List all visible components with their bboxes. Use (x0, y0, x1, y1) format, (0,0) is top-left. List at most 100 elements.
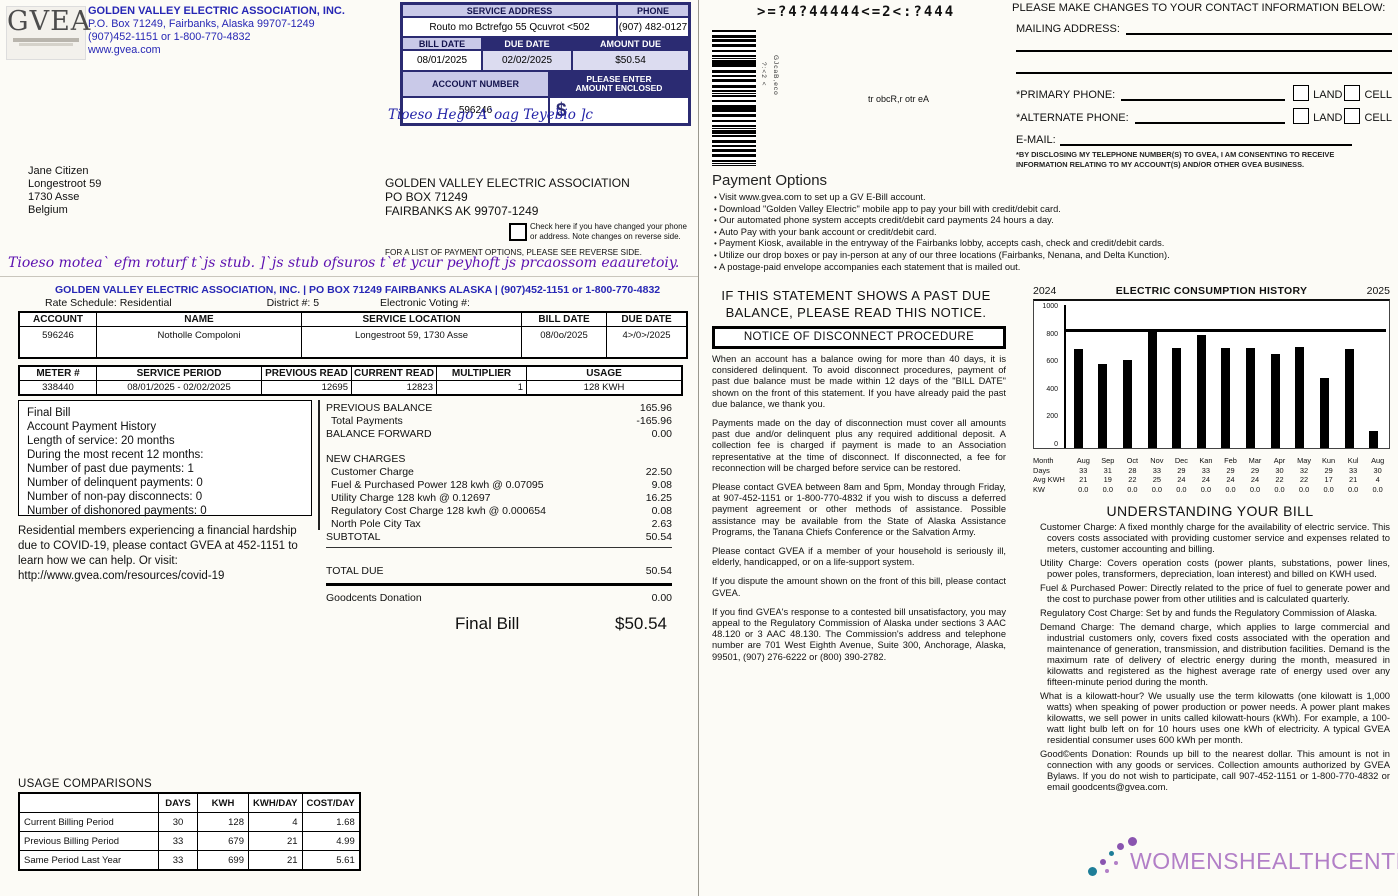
rate-schedule-line: Rate Schedule: Residential District #: 5… (45, 297, 470, 309)
alternate-phone-field[interactable] (1134, 109, 1286, 124)
chart-reference-line (1066, 329, 1386, 333)
logo-decoration (19, 43, 73, 46)
meter-reading-table: METER # SERVICE PERIOD PREVIOUS READ CUR… (18, 365, 683, 396)
usage-col-days: DAYS (158, 792, 198, 813)
month-table-row: Avg KWH 21 19 22 25 24 24 24 24 22 22 17 21 4 (1033, 475, 1390, 485)
total-due-row: TOTAL DUE 50.54 (326, 565, 672, 578)
alternate-phone-label: *ALTERNATE PHONE: (1016, 112, 1129, 124)
understanding-paragraph: Customer Charge: A fixed monthly charge … (1040, 521, 1390, 554)
address-change-note-line2: or address. Note changes on reverse side… (530, 231, 681, 241)
barcode-side-text: GJcaB,eco (772, 55, 779, 96)
chart-bar-slot (1263, 305, 1288, 448)
payment-option-item: Auto Pay with your bank account or credi… (714, 227, 1170, 239)
charge-row: NEW CHARGES (326, 453, 672, 466)
month-cell: 22 (1128, 475, 1137, 485)
understanding-paragraph: Regulatory Cost Charge: Set by and funds… (1040, 607, 1378, 618)
charge-row: Regulatory Cost Charge 128 kwh @ 0.00065… (326, 505, 672, 518)
mailing-address-field-line2[interactable] (1016, 50, 1392, 52)
primary-cell-checkbox[interactable] (1344, 85, 1361, 101)
chart-title: ELECTRIC CONSUMPTION HISTORY (1115, 285, 1308, 297)
charge-amount: 50.54 (645, 565, 672, 577)
consumption-bar (1295, 347, 1305, 448)
chart-header: 2024 ELECTRIC CONSUMPTION HISTORY 2025 (1033, 285, 1390, 297)
primary-phone-field[interactable] (1121, 86, 1286, 101)
alternate-cell-checkbox[interactable] (1344, 108, 1361, 124)
month-cell: 29 (1250, 465, 1260, 475)
stub-code-line: >=?4?44444<=2<:?444 (757, 4, 956, 20)
mailing-address-field-line3[interactable] (1016, 72, 1392, 74)
covid-assistance-note: Residential members experiencing a finan… (18, 525, 298, 582)
usage-col-kwh: KWH (197, 792, 249, 813)
month-cell: 32 (1299, 465, 1309, 475)
consumption-bar (1270, 353, 1280, 448)
electronic-voting: Electronic Voting #: (380, 297, 470, 309)
company-phone: (907)452-1151 or 1-800-770-4832 (88, 31, 251, 43)
charge-amount: 0.00 (651, 592, 672, 604)
charge-amount: 165.96 (639, 402, 672, 414)
charge-row: North Pole City Tax 2.63 (326, 518, 672, 531)
payment-options-title: Payment Options (712, 172, 828, 189)
phone-disclosure-disclaimer: *BY DISCLOSING MY TELEPHONE NUMBER(S) TO… (1016, 150, 1394, 170)
dollar-sign: $ (556, 99, 567, 121)
month-cell: 33 (1079, 465, 1088, 475)
company-website[interactable]: www.gvea.com (88, 44, 161, 56)
addressee-street: Longestroot 59 (28, 178, 102, 190)
consumption-bar (1123, 359, 1133, 448)
mailing-address-row: MAILING ADDRESS: (1016, 20, 1392, 35)
monthly-usage-table: Month Aug Sep Oct Nov Dec Kan Feb Mar Apr May Kun Ku… (1033, 456, 1390, 494)
length-of-service: Length of service: 20 months (27, 435, 175, 447)
account-number-value: 596246 (402, 97, 549, 124)
charge-label: Utility Charge 128 kwh @ 0.12697 (331, 492, 491, 504)
y-tick-label: 200 (1046, 413, 1058, 421)
month-cell: 0.0 (1102, 484, 1113, 494)
charge-label: North Pole City Tax (331, 518, 421, 530)
past-due-headline-line2: BALANCE, PLEASE READ THIS NOTICE. (725, 305, 987, 320)
service-location-value: Longestroot 59, 1730 Asse (301, 326, 522, 359)
understanding-title: UNDERSTANDING YOUR BILL (1106, 503, 1314, 519)
month-row-label: KW (1033, 484, 1045, 494)
usage-kwh-day: 21 (248, 850, 303, 871)
addressee-country: Belgium (28, 204, 68, 216)
usage-days: 33 (158, 831, 198, 851)
month-cell: May (1297, 456, 1312, 465)
col-header-multiplier: MULTIPLIER (436, 365, 527, 381)
chart-year-right: 2025 (1366, 285, 1390, 297)
subtotal-rule (326, 547, 672, 548)
charge-amount: 2.63 (651, 518, 672, 530)
month-cell: 0.0 (1323, 484, 1334, 494)
amount-enclosed-field[interactable]: $ (549, 97, 689, 124)
goodcents-row: Goodcents Donation 0.00 (326, 592, 672, 605)
month-cell: 21 (1348, 475, 1358, 485)
chart-bar-slot (1164, 305, 1189, 448)
month-cell: 24 (1250, 475, 1260, 485)
final-bill-amount: $50.54 (615, 614, 667, 633)
mailing-address-field[interactable] (1125, 20, 1392, 35)
addressee-name: Jane Citizen (28, 165, 89, 177)
charge-amount: 16.25 (645, 492, 672, 504)
notice-paragraph: When an account has a balance owing for … (712, 354, 1006, 409)
y-tick-label: 800 (1046, 330, 1058, 338)
notice-paragraph: Please contact GVEA if a member of your … (712, 546, 1006, 568)
name-value: Notholle Compoloni (96, 326, 302, 359)
month-cell: 21 (1079, 475, 1088, 485)
alternate-land-checkbox[interactable] (1293, 108, 1310, 124)
usage-comparisons-table: DAYS KWH KWH/DAY COST/DAY Current Billin… (18, 792, 361, 871)
month-cell: 24 (1177, 475, 1186, 485)
total-due-rule (326, 583, 672, 586)
charge-row: BALANCE FORWARD 0.00 (326, 428, 672, 441)
contact-form-heading: PLEASE MAKE CHANGES TO YOUR CONTACT INFO… (1012, 2, 1386, 14)
email-field[interactable] (1059, 131, 1352, 146)
remit-to-address: GOLDEN VALLEY ELECTRIC ASSOCIATION PO BO… (385, 176, 630, 218)
col-header-usage: USAGE (526, 365, 683, 381)
consumption-bar (1196, 334, 1206, 448)
brand-dots-logo (1088, 833, 1144, 885)
table-row: Previous Billing Period 33 679 21 4.99 (18, 831, 361, 851)
address-change-checkbox[interactable] (509, 223, 527, 241)
company-header: GOLDEN VALLEY ELECTRIC ASSOCIATION, INC.… (88, 5, 345, 57)
past-due-headline: IF THIS STATEMENT SHOWS A PAST DUE BALAN… (706, 287, 1006, 321)
month-cell: Kul (1347, 456, 1359, 465)
primary-land-checkbox[interactable] (1293, 85, 1310, 101)
stub-micro-text: tr obcR,r otr eA (868, 94, 930, 104)
usage-kwh-day: 21 (248, 831, 303, 851)
chart-bar-slot (1287, 305, 1312, 448)
